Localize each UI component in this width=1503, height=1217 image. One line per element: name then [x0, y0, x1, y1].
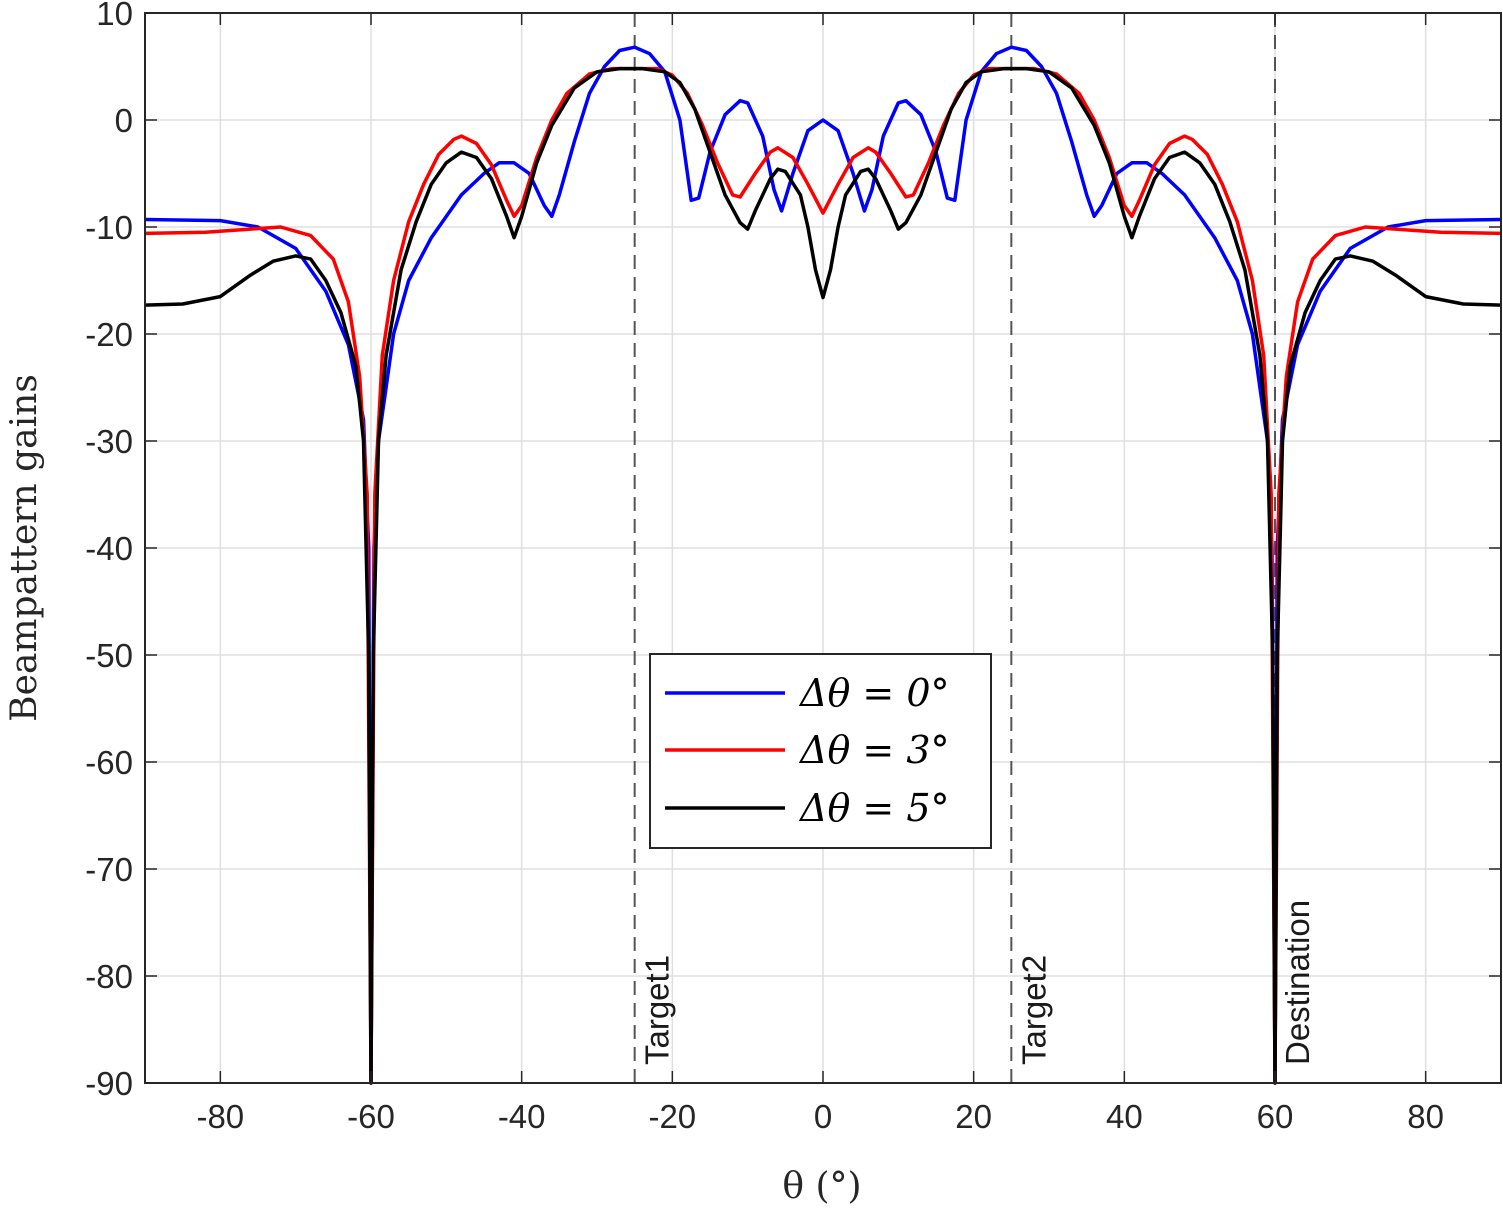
y-tick-label: -70 — [85, 851, 133, 888]
marker-label: Destination — [1279, 900, 1316, 1065]
y-tick-label: -80 — [85, 958, 133, 995]
series-line — [144, 66, 1502, 1085]
x-tick-label: 80 — [1407, 1098, 1444, 1135]
y-tick-label: -40 — [85, 530, 133, 567]
y-tick-label: 0 — [115, 102, 133, 139]
x-tick-label: 60 — [1257, 1098, 1294, 1135]
x-tick-label: 40 — [1106, 1098, 1143, 1135]
series-line — [144, 66, 1502, 1085]
axis-ticks: -80 -60 -40 -20 0 20 40 60 80100-10-20-30-40-50-… — [85, 0, 1501, 1135]
y-tick-label: -30 — [85, 423, 133, 460]
legend-label: Δθ = 5° — [798, 786, 950, 830]
y-tick-label: -60 — [85, 744, 133, 781]
marker-label: Target2 — [1015, 955, 1052, 1065]
data-series — [144, 45, 1502, 1085]
legend: Δθ = 0° Δθ = 3° Δθ = 5° — [649, 653, 992, 849]
legend-label: Δθ = 0° — [798, 671, 950, 715]
y-axis-title: Beampattern gains — [4, 374, 45, 722]
y-tick-label: -20 — [85, 316, 133, 353]
y-tick-label: -90 — [85, 1065, 133, 1102]
y-tick-label: -10 — [85, 209, 133, 246]
x-tick-label: -60 — [347, 1098, 395, 1135]
x-tick-label: -80 — [196, 1098, 244, 1135]
x-tick-label: 0 — [814, 1098, 832, 1135]
vertical-markers: Target1 Target2 Destination — [633, 13, 1316, 1083]
x-tick-label: -20 — [648, 1098, 696, 1135]
y-tick-label: 10 — [96, 0, 133, 32]
y-tick-label: -50 — [85, 637, 133, 674]
marker-label: Target1 — [639, 955, 676, 1065]
x-tick-label: -40 — [498, 1098, 546, 1135]
series-line — [144, 45, 1502, 1085]
legend-label: Δθ = 3° — [798, 728, 950, 772]
x-tick-label: 20 — [955, 1098, 992, 1135]
x-axis-title: θ (°) — [782, 1166, 861, 1207]
